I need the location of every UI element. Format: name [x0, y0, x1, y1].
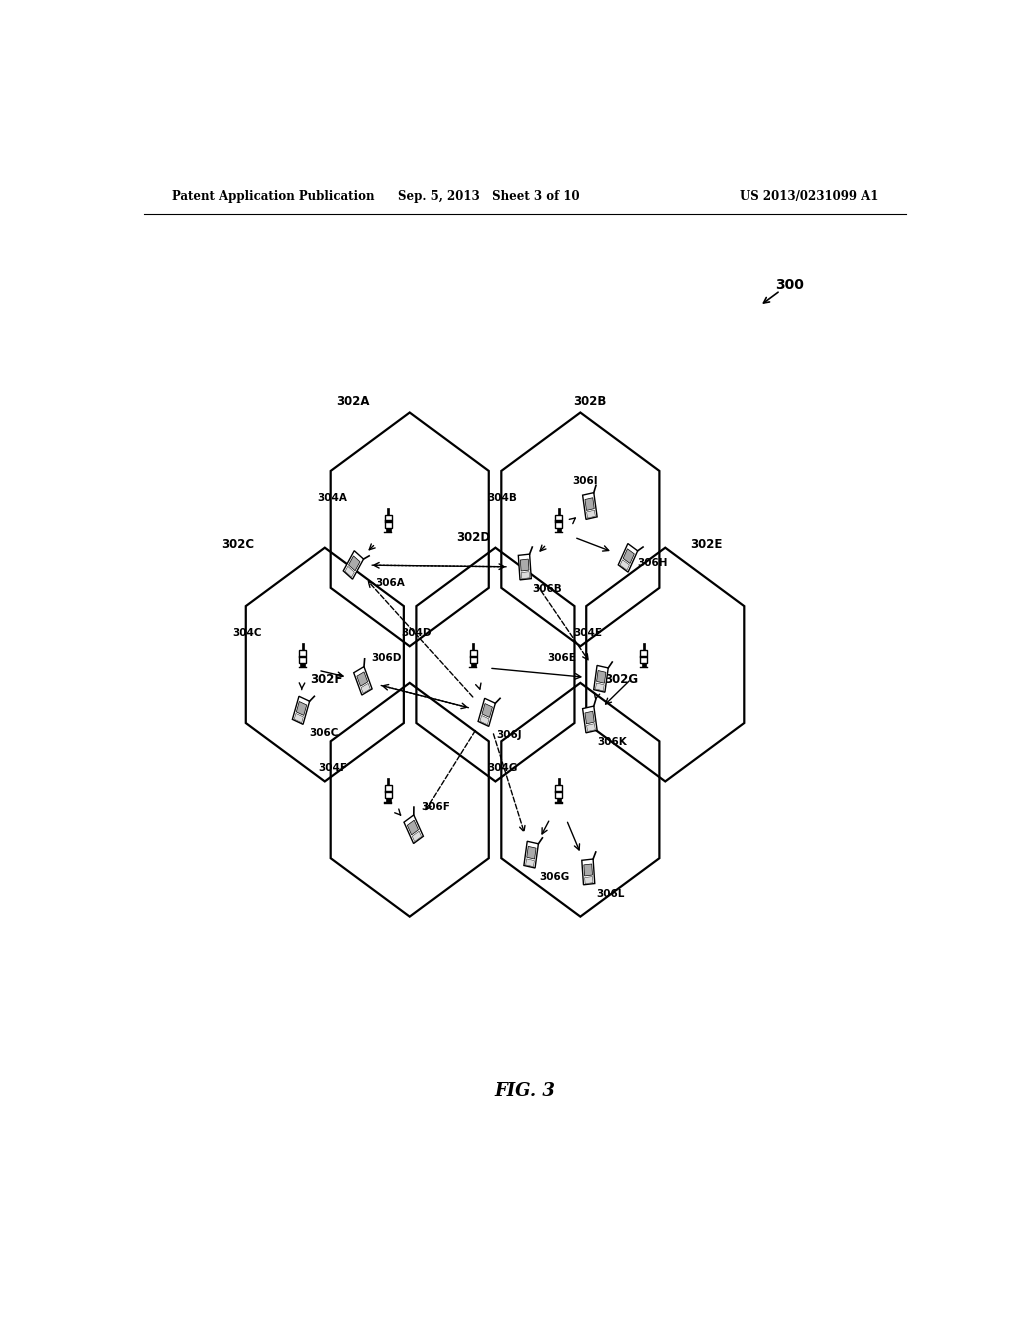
- Bar: [470, 656, 477, 657]
- Polygon shape: [408, 820, 419, 834]
- Bar: [471, 663, 475, 667]
- Polygon shape: [413, 832, 422, 842]
- Polygon shape: [583, 706, 597, 733]
- Text: 306F: 306F: [422, 801, 451, 812]
- Text: 306A: 306A: [376, 578, 406, 589]
- Text: Sep. 5, 2013   Sheet 3 of 10: Sep. 5, 2013 Sheet 3 of 10: [398, 190, 580, 202]
- Polygon shape: [294, 713, 303, 722]
- Text: 306L: 306L: [596, 890, 625, 899]
- Polygon shape: [404, 814, 423, 843]
- Bar: [558, 777, 560, 792]
- Polygon shape: [596, 682, 604, 690]
- Polygon shape: [353, 667, 372, 696]
- Bar: [557, 799, 561, 803]
- Polygon shape: [293, 696, 309, 725]
- Polygon shape: [585, 498, 594, 511]
- Text: 306G: 306G: [539, 873, 569, 882]
- Bar: [470, 651, 477, 663]
- Bar: [300, 663, 305, 667]
- Text: 306J: 306J: [497, 730, 522, 739]
- Polygon shape: [585, 711, 594, 723]
- Bar: [640, 656, 647, 657]
- Text: 302A: 302A: [336, 395, 370, 408]
- Bar: [642, 663, 646, 667]
- Text: 304F: 304F: [318, 763, 347, 774]
- Bar: [643, 643, 645, 656]
- Polygon shape: [345, 566, 354, 577]
- Bar: [555, 515, 562, 528]
- Text: 306K: 306K: [598, 737, 628, 747]
- Bar: [302, 643, 303, 656]
- Bar: [555, 785, 562, 799]
- Polygon shape: [597, 671, 606, 684]
- Text: 304D: 304D: [401, 628, 432, 638]
- Bar: [555, 791, 562, 793]
- Polygon shape: [526, 846, 537, 859]
- Polygon shape: [621, 560, 630, 570]
- Polygon shape: [348, 556, 360, 570]
- Bar: [385, 791, 392, 793]
- Polygon shape: [480, 715, 489, 725]
- Polygon shape: [518, 554, 531, 579]
- Text: 304C: 304C: [231, 628, 261, 638]
- Polygon shape: [520, 560, 529, 572]
- Text: US 2013/0231099 A1: US 2013/0231099 A1: [739, 190, 878, 202]
- Bar: [299, 656, 306, 657]
- Text: 302B: 302B: [573, 395, 606, 408]
- Text: 304E: 304E: [573, 628, 602, 638]
- Polygon shape: [585, 876, 593, 883]
- Polygon shape: [587, 511, 595, 517]
- Text: 306D: 306D: [371, 653, 401, 664]
- Polygon shape: [356, 672, 368, 686]
- Polygon shape: [343, 550, 364, 579]
- Polygon shape: [594, 665, 608, 692]
- Bar: [472, 643, 474, 656]
- Polygon shape: [524, 841, 539, 869]
- Polygon shape: [582, 859, 595, 884]
- Polygon shape: [624, 549, 634, 564]
- Text: 302F: 302F: [310, 673, 343, 686]
- Polygon shape: [525, 859, 535, 867]
- Text: 304B: 304B: [487, 492, 518, 503]
- Bar: [385, 515, 392, 528]
- Text: 302G: 302G: [604, 673, 639, 686]
- Text: 306I: 306I: [572, 475, 598, 486]
- Polygon shape: [583, 492, 597, 519]
- Bar: [555, 520, 562, 523]
- Text: 306B: 306B: [532, 585, 562, 594]
- Text: FIG. 3: FIG. 3: [495, 1082, 555, 1101]
- Text: 302D: 302D: [456, 531, 490, 544]
- Bar: [385, 520, 392, 523]
- Text: 304A: 304A: [317, 492, 347, 503]
- Bar: [640, 651, 647, 663]
- Text: 300: 300: [775, 279, 804, 293]
- Polygon shape: [361, 684, 371, 693]
- Text: 306H: 306H: [638, 558, 668, 568]
- Polygon shape: [587, 723, 595, 731]
- Text: 302E: 302E: [690, 539, 723, 552]
- Polygon shape: [521, 572, 529, 578]
- Bar: [558, 508, 560, 521]
- Text: 306C: 306C: [309, 727, 338, 738]
- Text: Patent Application Publication: Patent Application Publication: [172, 190, 374, 202]
- Polygon shape: [618, 544, 638, 572]
- Bar: [299, 651, 306, 663]
- Bar: [557, 528, 561, 532]
- Bar: [385, 785, 392, 799]
- Text: 306E: 306E: [547, 653, 575, 664]
- Bar: [386, 799, 390, 803]
- Text: 304G: 304G: [487, 763, 518, 774]
- Bar: [386, 528, 390, 532]
- Bar: [387, 777, 389, 792]
- Bar: [387, 508, 389, 521]
- Polygon shape: [296, 701, 307, 715]
- Text: 302C: 302C: [221, 539, 254, 552]
- Polygon shape: [584, 865, 593, 876]
- Polygon shape: [482, 704, 493, 718]
- Polygon shape: [478, 698, 496, 726]
